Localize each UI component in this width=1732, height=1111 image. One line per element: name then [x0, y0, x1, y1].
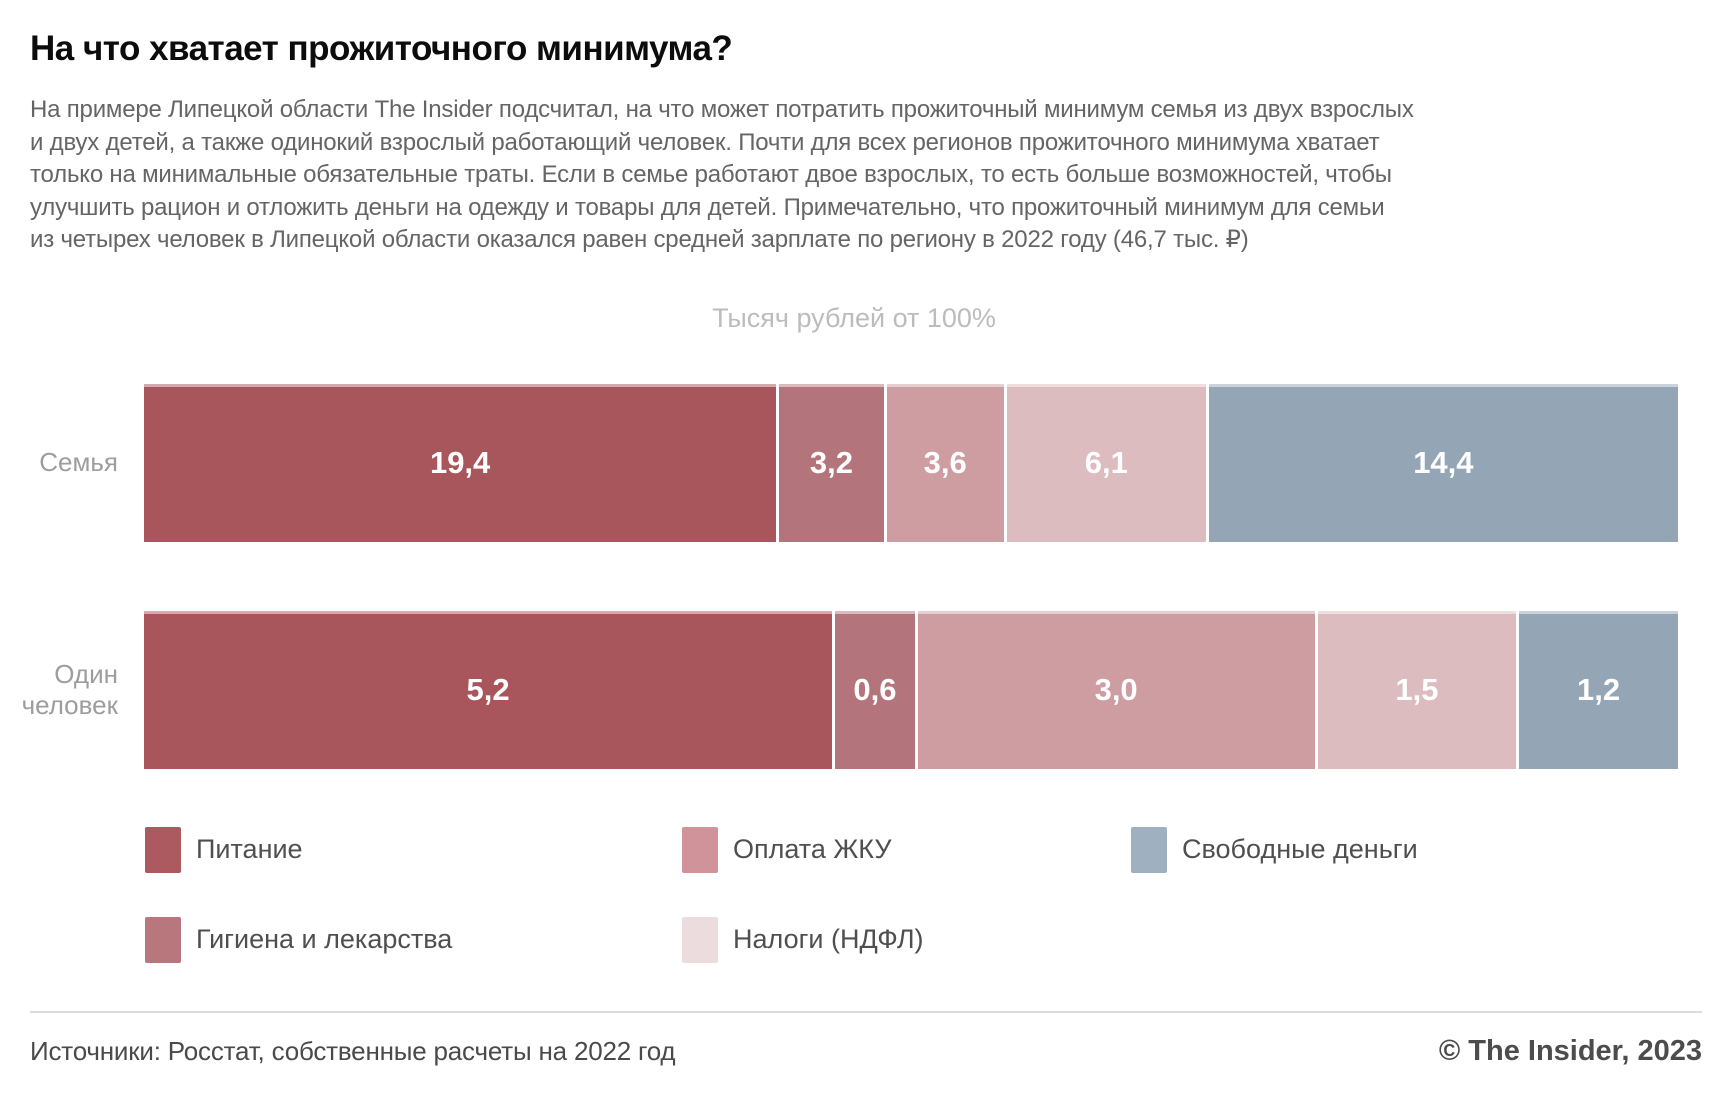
chart-axis-title: Тысяч рублей от 100%	[712, 302, 996, 333]
legend-item: Питание	[145, 826, 682, 873]
bar-segment: 5,2	[144, 610, 833, 769]
bar-segment: 3,2	[779, 383, 884, 542]
bar-segment-value: 3,6	[923, 444, 967, 480]
divider	[30, 1010, 1702, 1013]
legend-swatch	[145, 826, 181, 873]
legend-label: Свободные деньги	[1182, 834, 1418, 864]
legend-swatch	[682, 826, 718, 873]
legend-item: Свободные деньги	[1131, 826, 1678, 873]
chart-bars: Семья 19,4 3,2 3,6 6,1 14,4 Один человек 5,2 0,6…	[0, 383, 1732, 769]
bar-segment-value: 19,4	[429, 444, 491, 480]
copyright-text: © The Insider, 2023	[1438, 1034, 1702, 1067]
legend-item: Гигиена и лекарства	[145, 916, 682, 963]
bar-segment: 6,1	[1006, 383, 1206, 542]
chart-legend: Питание Оплата ЖКУ Свободные деньги Гигиена…	[145, 826, 1678, 963]
legend-label: Питание	[196, 834, 303, 864]
sources-text: Источники: Росстат, собственные расчеты …	[30, 1035, 676, 1066]
footer: Источники: Росстат, собственные расчеты …	[30, 1035, 1702, 1068]
bar-track: 19,4 3,2 3,6 6,1 14,4	[144, 383, 1679, 542]
bar-segment-value: 3,2	[809, 444, 853, 480]
bar-segment-value: 1,5	[1395, 671, 1439, 707]
bar-track: 5,2 0,6 3,0 1,5 1,2	[144, 610, 1678, 769]
bar-row: Семья 19,4 3,2 3,6 6,1 14,4	[0, 383, 1732, 542]
legend-swatch	[1131, 826, 1167, 873]
legend-label: Оплата ЖКУ	[733, 834, 892, 864]
chart: Тысяч рублей от 100% Семья 19,4 3,2 3,6 6,1 1…	[0, 302, 1732, 963]
bar-segment: 14,4	[1208, 383, 1679, 542]
bar-segment-value: 6,1	[1084, 444, 1128, 480]
bar-segment: 3,6	[886, 383, 1004, 542]
bar-row-label: Семья	[39, 447, 118, 477]
legend-label: Налоги (НДФЛ)	[733, 924, 924, 954]
bar-segment-value: 1,2	[1577, 671, 1621, 707]
bar-segment: 19,4	[144, 383, 777, 542]
page-title: На что хватает прожиточного минимума?	[30, 29, 733, 68]
intro-text: На примере Липецкой области The Insider …	[30, 96, 1414, 253]
bar-row: Один человек 5,2 0,6 3,0 1,5 1,2	[0, 610, 1732, 769]
legend-item: Налоги (НДФЛ)	[682, 916, 1131, 963]
bar-segment: 0,6	[835, 610, 915, 769]
legend-swatch	[145, 916, 181, 963]
bar-row-label: Один человек	[21, 658, 118, 720]
legend-label: Гигиена и лекарства	[196, 924, 453, 954]
bar-segment-value: 0,6	[853, 671, 897, 707]
bar-segment-value: 5,2	[466, 671, 510, 707]
bar-segment-value: 14,4	[1413, 444, 1474, 480]
bar-segment-value: 3,0	[1094, 671, 1138, 707]
bar-segment: 1,2	[1519, 610, 1678, 769]
bar-segment: 3,0	[917, 610, 1315, 769]
bar-segment: 1,5	[1317, 610, 1517, 769]
legend-item: Оплата ЖКУ	[682, 826, 1131, 873]
legend-swatch	[682, 916, 718, 963]
